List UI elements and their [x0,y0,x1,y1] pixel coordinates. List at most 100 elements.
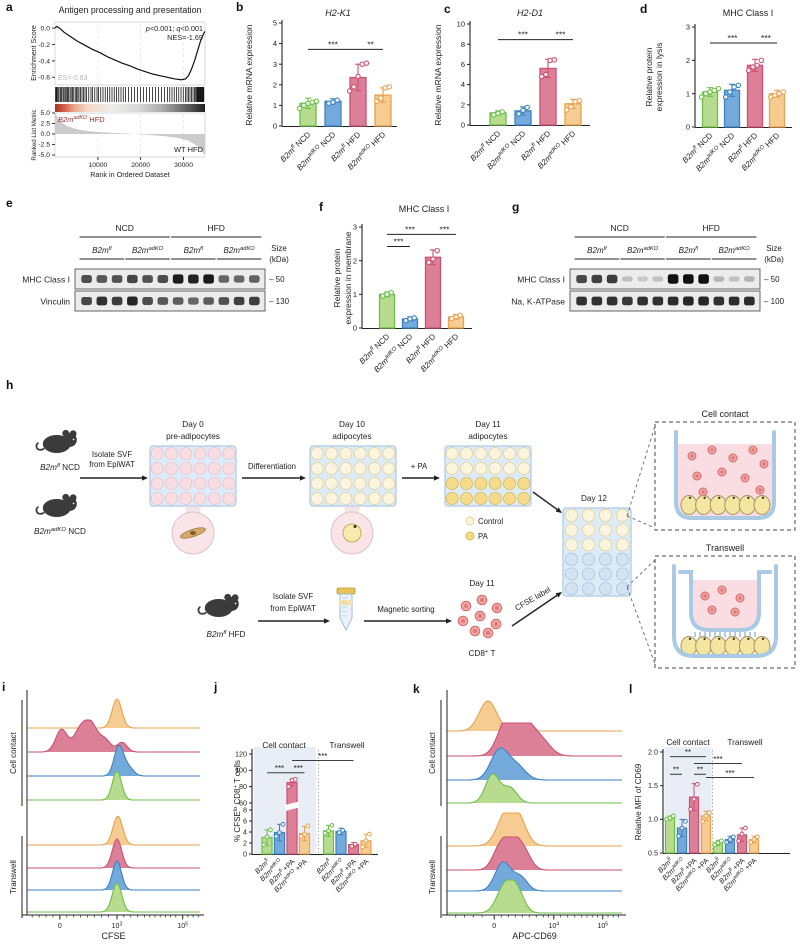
size-marker: – 130 [269,297,290,306]
well-plate [444,445,532,507]
blot-band [744,276,755,282]
blot-band [683,274,694,284]
data-point [780,89,787,95]
group-label: Cell contact [9,731,18,774]
text: 2.5 [41,121,51,128]
text: 2 [353,256,357,265]
data-point [671,813,676,819]
text: -0.2 [38,42,50,49]
arrow-icon [300,475,306,481]
x-axis-label: CFSE [101,931,125,941]
blot-band [622,296,633,306]
data-point [305,823,311,829]
data-point [355,73,361,80]
x-tick-label: 0 [58,923,62,930]
data-point [280,821,286,827]
data-point [727,89,733,95]
diet-group-label: NCD [116,223,134,233]
data-point [703,813,709,819]
y-axis-label: Relative mRNA expression [244,24,254,125]
text: 20000 [131,162,150,169]
data-point [758,57,765,64]
panel-h-label: h [6,378,14,392]
blot-band [713,276,725,282]
enrichment-score-curve [54,25,206,81]
text: 100 [235,766,247,775]
text: 120 [235,749,247,758]
rank-color-band [55,104,205,112]
bar [746,64,764,128]
text: 5.0 [41,110,51,117]
stage-label: adipocytes [332,432,371,441]
group-title: Cell contact [262,740,306,750]
step-label: from EpiWAT [89,460,135,469]
group-label: Transwell [9,860,18,894]
text: -0.4 [38,58,50,65]
blot-band [81,296,92,306]
text: 0 [353,324,357,333]
data-point [386,84,393,90]
panel-c-bar-chart: 0 2 4 6 8 10 *** *** H2-D1 Relative mRNA expressi… [433,8,590,171]
histogram-green [27,771,200,800]
data-point [301,102,307,109]
genotype-label: B2mfl [92,246,112,255]
text: 8 [461,40,465,49]
protein-label: MHC Class I [517,275,565,285]
gsea-stats: p<0.001; q<0.001 [145,24,203,33]
bar [701,91,719,128]
data-point [373,98,380,105]
data-point [538,73,545,80]
genotype-label: B2madKO [627,246,659,255]
histogram-orange [27,699,200,728]
data-point [683,818,688,824]
data-point [524,104,530,111]
blot-band [667,296,679,306]
data-point [334,97,340,104]
stage-label: pre-adipocytes [166,432,220,441]
size-marker: – 50 [269,275,285,284]
panel-i-label: i [2,680,6,694]
blot-band [127,274,138,284]
panel-b-title: H2-K1 [325,8,351,18]
legend-control-swatch [465,516,475,526]
blot-band [111,296,123,306]
text: 10000 [88,162,107,169]
y-axis-label: expression in membrane [343,231,353,324]
data-point [367,831,372,837]
data-point [426,259,432,266]
blot-band [96,296,108,306]
significance-stars: ** [685,748,691,757]
text: 0 [243,849,247,858]
significance-stars: *** [328,39,339,49]
adipocyte-icon [753,495,771,515]
panel-c-label: c [444,2,451,16]
genotype-label: B2mfl [587,246,607,255]
genotype-label: B2mfl [679,246,699,255]
data-point [293,776,298,782]
data-point [715,85,722,92]
protein-label: Na, K-ATPase [511,297,565,307]
bar [664,817,676,854]
panel-g-western-blot: NCD HFD B2mfl B2madKO B2mfl B2madKO Size (kDa) M… [511,223,785,312]
blot-band [249,275,260,283]
data-point [430,256,436,262]
histogram-blue [447,747,622,780]
histogram-blue [27,861,200,890]
group-label: Transwell [428,860,437,894]
inset-title: Transwell [706,543,744,553]
text: 30000 [174,162,193,169]
positive-group-label: B2madKO HFD [58,115,105,124]
blot-band [172,297,184,305]
data-point [268,827,273,833]
data-point [688,806,693,812]
blot-band [698,296,709,306]
mouse-icon [197,593,239,618]
blot-band [188,297,199,305]
panel-l-label: l [629,682,633,696]
diet-group-label: HFD [207,223,224,233]
data-point [296,105,303,112]
blot-band [576,296,587,306]
day-label: Day 0 [182,420,204,429]
mouse-icon [35,429,77,454]
cd8-label: CD8+ T [469,649,496,658]
